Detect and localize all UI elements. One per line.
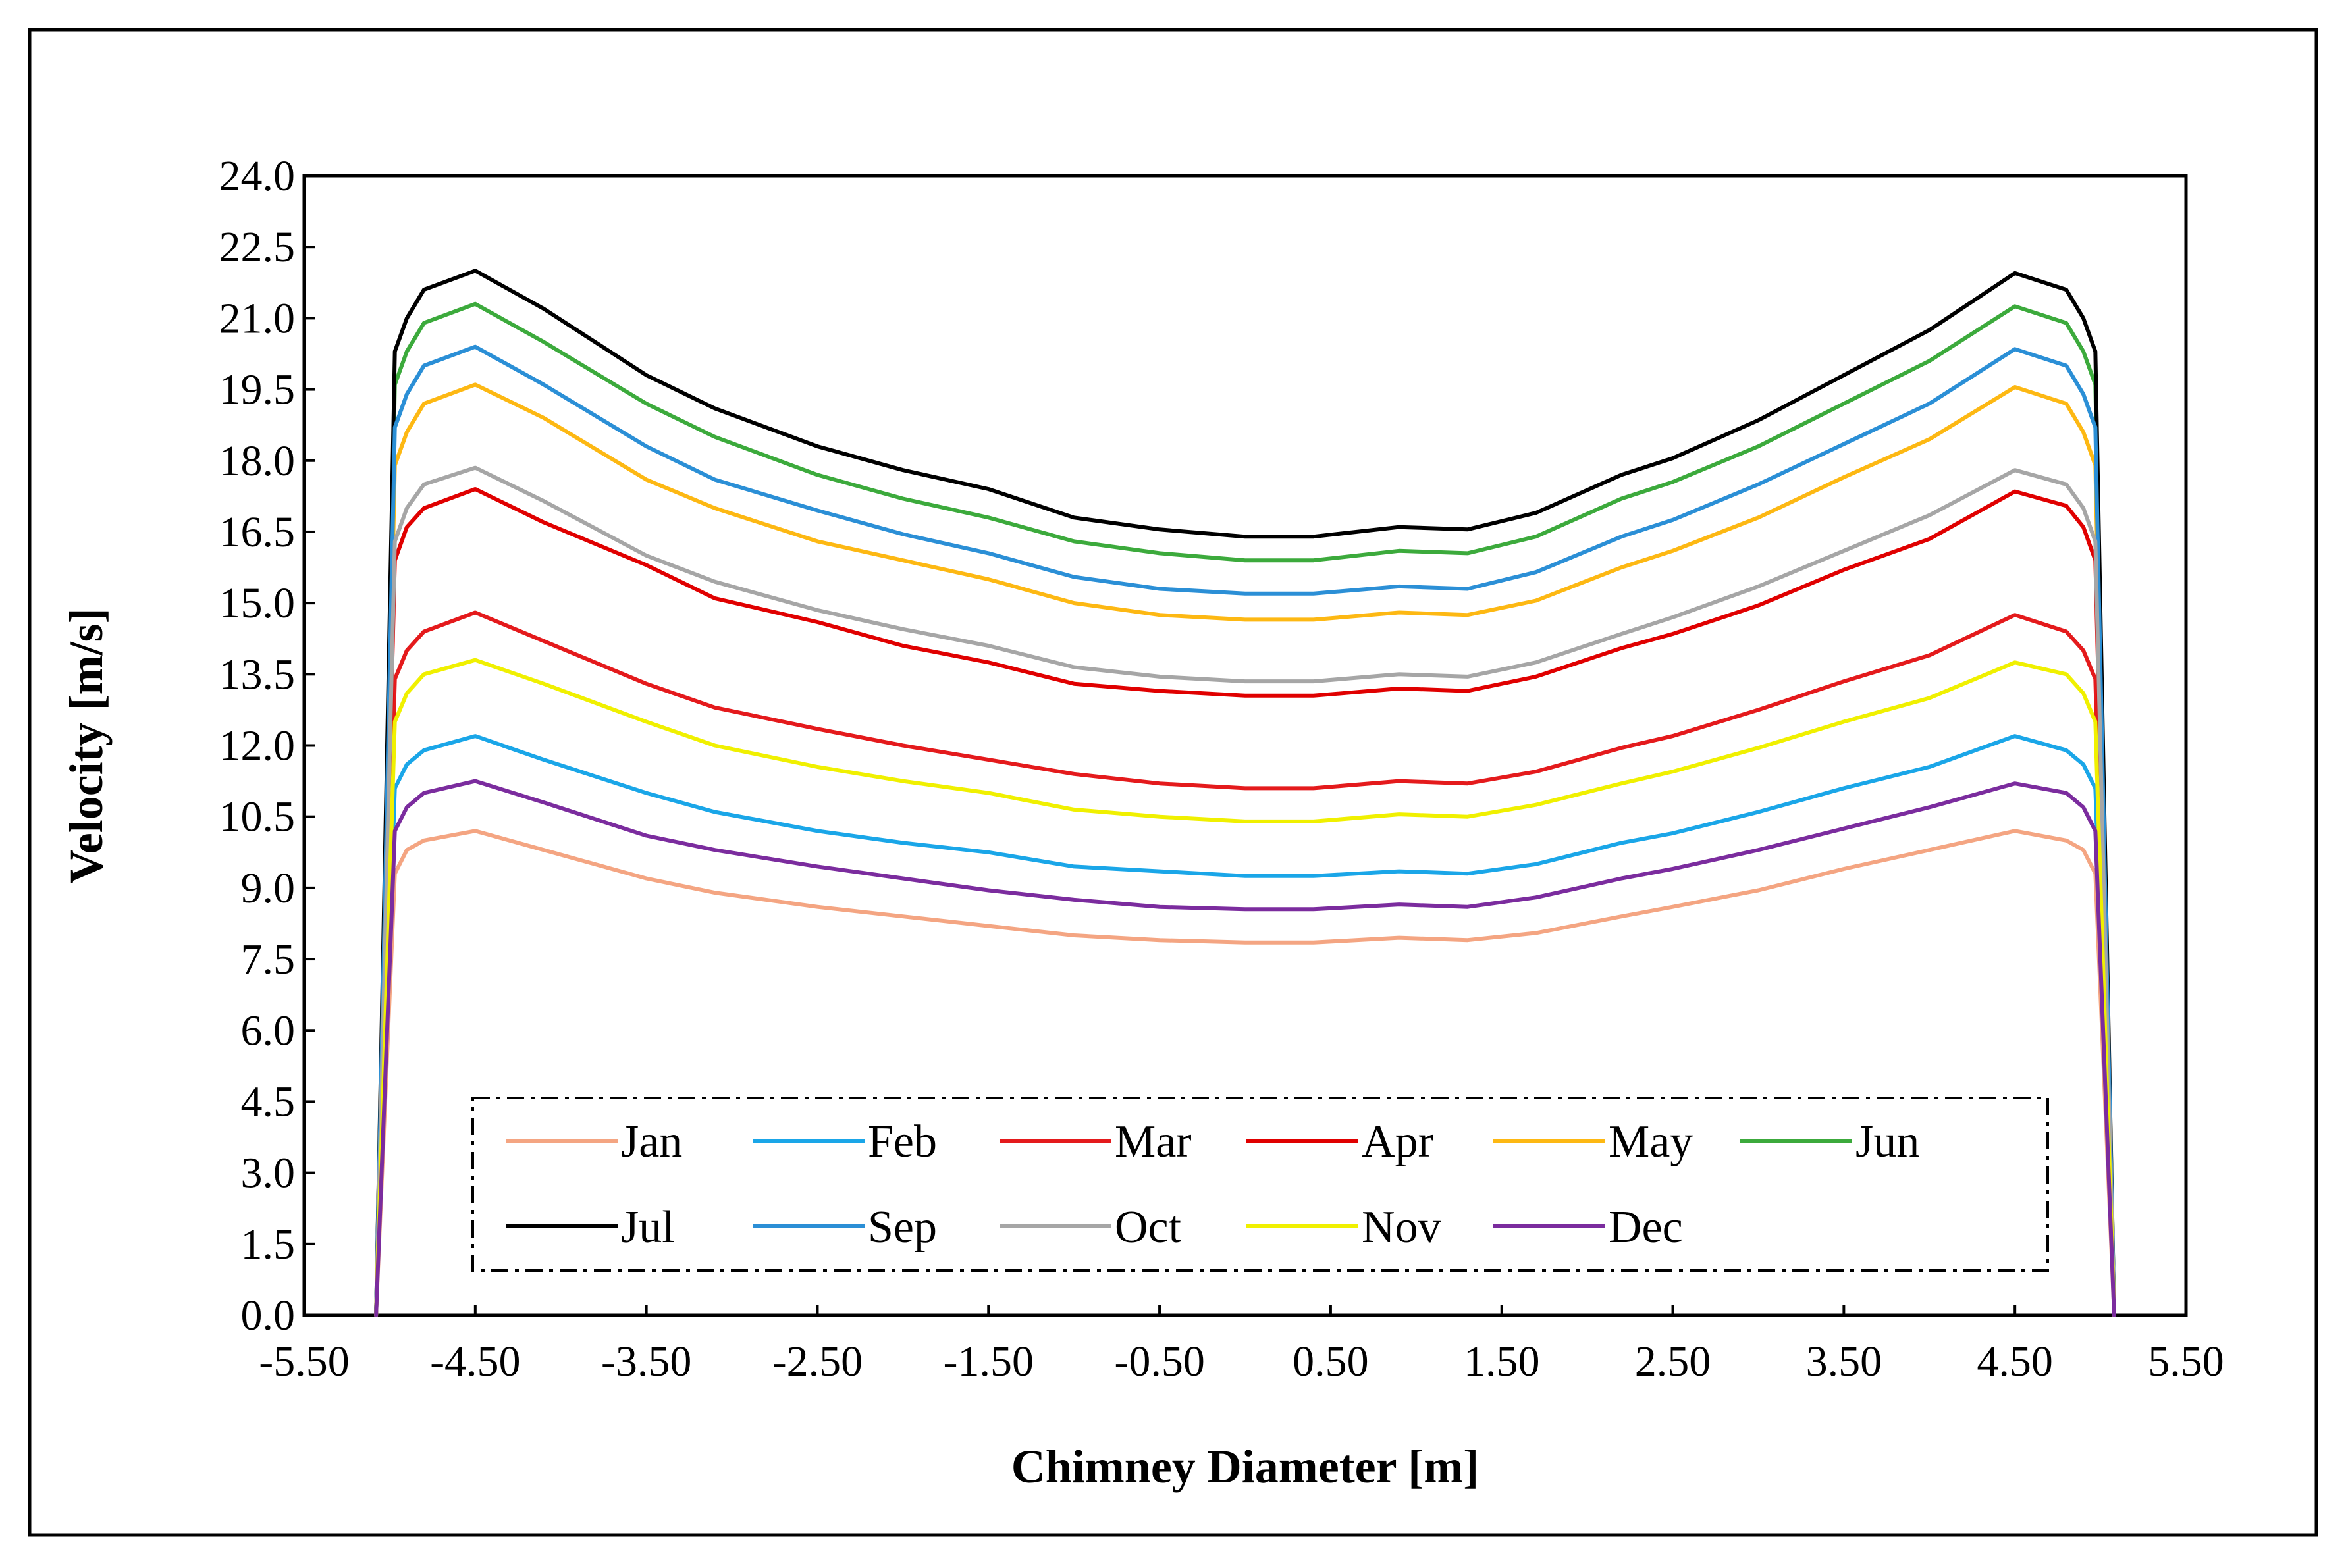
y-tick-label: 1.5 xyxy=(241,1220,296,1268)
y-tick-label: 13.5 xyxy=(219,650,296,698)
series-line-dec xyxy=(374,779,2116,1317)
y-axis-title: Velocity [m/s] xyxy=(60,608,113,883)
series-group xyxy=(374,269,2116,1317)
y-tick-label: 16.5 xyxy=(219,508,296,556)
y-tick-label: 19.5 xyxy=(219,366,296,414)
x-tick-label: -4.50 xyxy=(430,1338,520,1386)
legend-label-jan: Jan xyxy=(621,1116,682,1167)
series-line-may xyxy=(374,382,2116,1317)
legend-label-jun: Jun xyxy=(1855,1116,1919,1167)
y-tick-label: 10.5 xyxy=(219,793,296,841)
series-line-mar xyxy=(374,610,2116,1317)
legend-label-sep: Sep xyxy=(868,1202,937,1253)
y-tick-label: 6.0 xyxy=(241,1006,296,1055)
series-line-jul xyxy=(374,269,2116,1317)
y-tick-label: 7.5 xyxy=(241,935,296,983)
y-tick-label: 3.0 xyxy=(241,1149,296,1197)
x-tick-label: -2.50 xyxy=(772,1338,863,1386)
series-line-apr xyxy=(374,487,2116,1317)
y-tick-label: 24.0 xyxy=(219,152,296,200)
y-tick-label: 15.0 xyxy=(219,579,296,627)
y-axis: 0.0 1.5 3.0 4.5 6.0 7.5 9.0 10.5 12.0 13.5 15.0 16.… xyxy=(219,152,315,1340)
series-line-feb xyxy=(374,734,2116,1317)
x-tick-label: 4.50 xyxy=(1977,1338,2053,1386)
x-axis-title: Chimney Diameter [m] xyxy=(1011,1440,1479,1493)
x-tick-label: -5.50 xyxy=(259,1338,349,1386)
x-tick-label: 0.50 xyxy=(1293,1338,1369,1386)
y-tick-label: 12.0 xyxy=(219,722,296,770)
series-line-jan xyxy=(374,829,2116,1317)
legend: Jan Feb Mar Apr May Jun Jul Sep Oct Nov Dec xyxy=(471,1097,2049,1272)
legend-label-nov: Nov xyxy=(1362,1202,1441,1253)
x-tick-label: 1.50 xyxy=(1464,1338,1540,1386)
series-line-oct xyxy=(374,465,2116,1317)
y-tick-label: 18.0 xyxy=(219,437,296,485)
legend-label-apr: Apr xyxy=(1362,1116,1433,1167)
y-tick-label: 0.0 xyxy=(241,1292,296,1340)
legend-label-feb: Feb xyxy=(868,1116,937,1167)
x-axis: -5.50 -4.50 -3.50 -2.50 -1.50 -0.50 0.50 1.50 2.… xyxy=(259,1305,2224,1386)
y-tick-label: 21.0 xyxy=(219,294,296,342)
y-tick-label: 9.0 xyxy=(241,864,296,912)
x-tick-label: 3.50 xyxy=(1806,1338,1882,1386)
legend-box xyxy=(471,1097,2049,1272)
x-tick-label: -3.50 xyxy=(601,1338,691,1386)
legend-label-oct: Oct xyxy=(1115,1202,1182,1253)
series-line-nov xyxy=(374,658,2116,1317)
legend-label-may: May xyxy=(1609,1116,1693,1167)
x-tick-label: 2.50 xyxy=(1635,1338,1711,1386)
x-tick-label: -1.50 xyxy=(944,1338,1034,1386)
x-tick-label: 5.50 xyxy=(2148,1338,2224,1386)
y-tick-label: 4.5 xyxy=(241,1078,296,1126)
legend-label-dec: Dec xyxy=(1609,1202,1683,1253)
legend-label-mar: Mar xyxy=(1115,1116,1192,1167)
y-tick-label: 22.5 xyxy=(219,223,296,271)
series-line-sep xyxy=(374,344,2116,1317)
legend-label-jul: Jul xyxy=(621,1202,675,1253)
x-tick-label: -0.50 xyxy=(1114,1338,1204,1386)
series-line-jun xyxy=(374,301,2116,1317)
